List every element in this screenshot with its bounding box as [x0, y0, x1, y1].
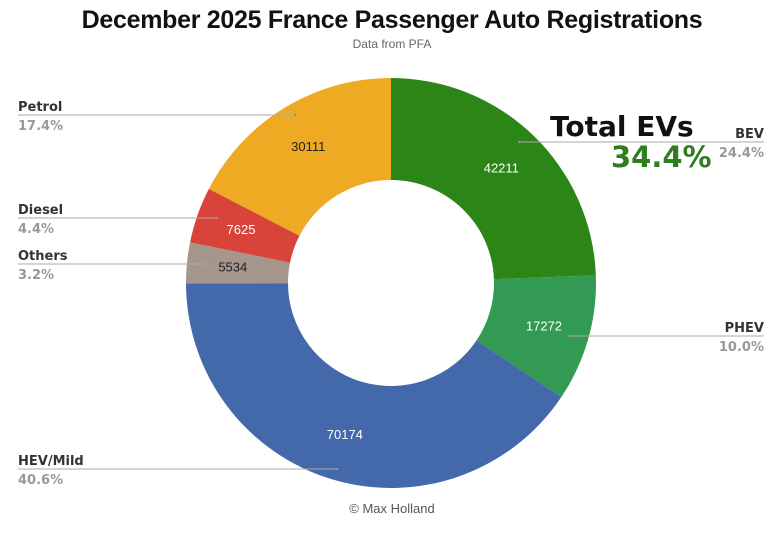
legend-name-phev: PHEV	[725, 321, 764, 336]
legend-name-others: Others	[18, 249, 68, 264]
legend-name-diesel: Diesel	[18, 203, 63, 218]
value-label-bev: 42211	[484, 161, 519, 176]
labels-group: BEV 24.4% PHEV 10.0% HEV/Mild 40.6% Others 3.2%…	[18, 100, 764, 488]
slice-petrol	[208, 77, 391, 236]
slice-bev	[391, 78, 596, 280]
value-label-others: 5534	[218, 259, 247, 274]
legend-percent-hev-mild: 40.6%	[18, 473, 63, 488]
value-label-hev-mild: 70174	[327, 427, 363, 442]
legend-percent-diesel: 4.4%	[18, 222, 54, 237]
value-label-petrol: 30111	[291, 139, 325, 154]
legend-percent-phev: 10.0%	[719, 340, 764, 355]
total-evs-value: 34.4%	[611, 140, 712, 174]
value-label-diesel: 7625	[227, 222, 256, 237]
slice-others	[186, 242, 291, 284]
legend-name-bev: BEV	[735, 127, 764, 142]
slice-phev	[476, 275, 596, 398]
leaders-group	[18, 113, 764, 471]
legend-name-hev-mild: HEV/Mild	[18, 454, 84, 469]
legend-percent-bev: 24.4%	[719, 146, 764, 161]
legend-percent-others: 3.2%	[18, 268, 54, 283]
slice-diesel	[190, 188, 300, 263]
legend-name-petrol: Petrol	[18, 100, 62, 115]
total-evs-title: Total EVs	[550, 110, 694, 143]
value-label-phev: 17272	[526, 318, 562, 333]
chart-credit: © Max Holland	[349, 501, 435, 516]
slice-hev-mild	[186, 283, 562, 488]
chart-title: December 2025 France Passenger Auto Regi…	[81, 6, 703, 34]
legend-percent-petrol: 17.4%	[18, 119, 63, 134]
slices-group	[186, 77, 596, 488]
values-group: 42211 17272 70174 5534 7625 30111	[218, 139, 562, 442]
chart-subtitle: Data from PFA	[352, 37, 432, 51]
